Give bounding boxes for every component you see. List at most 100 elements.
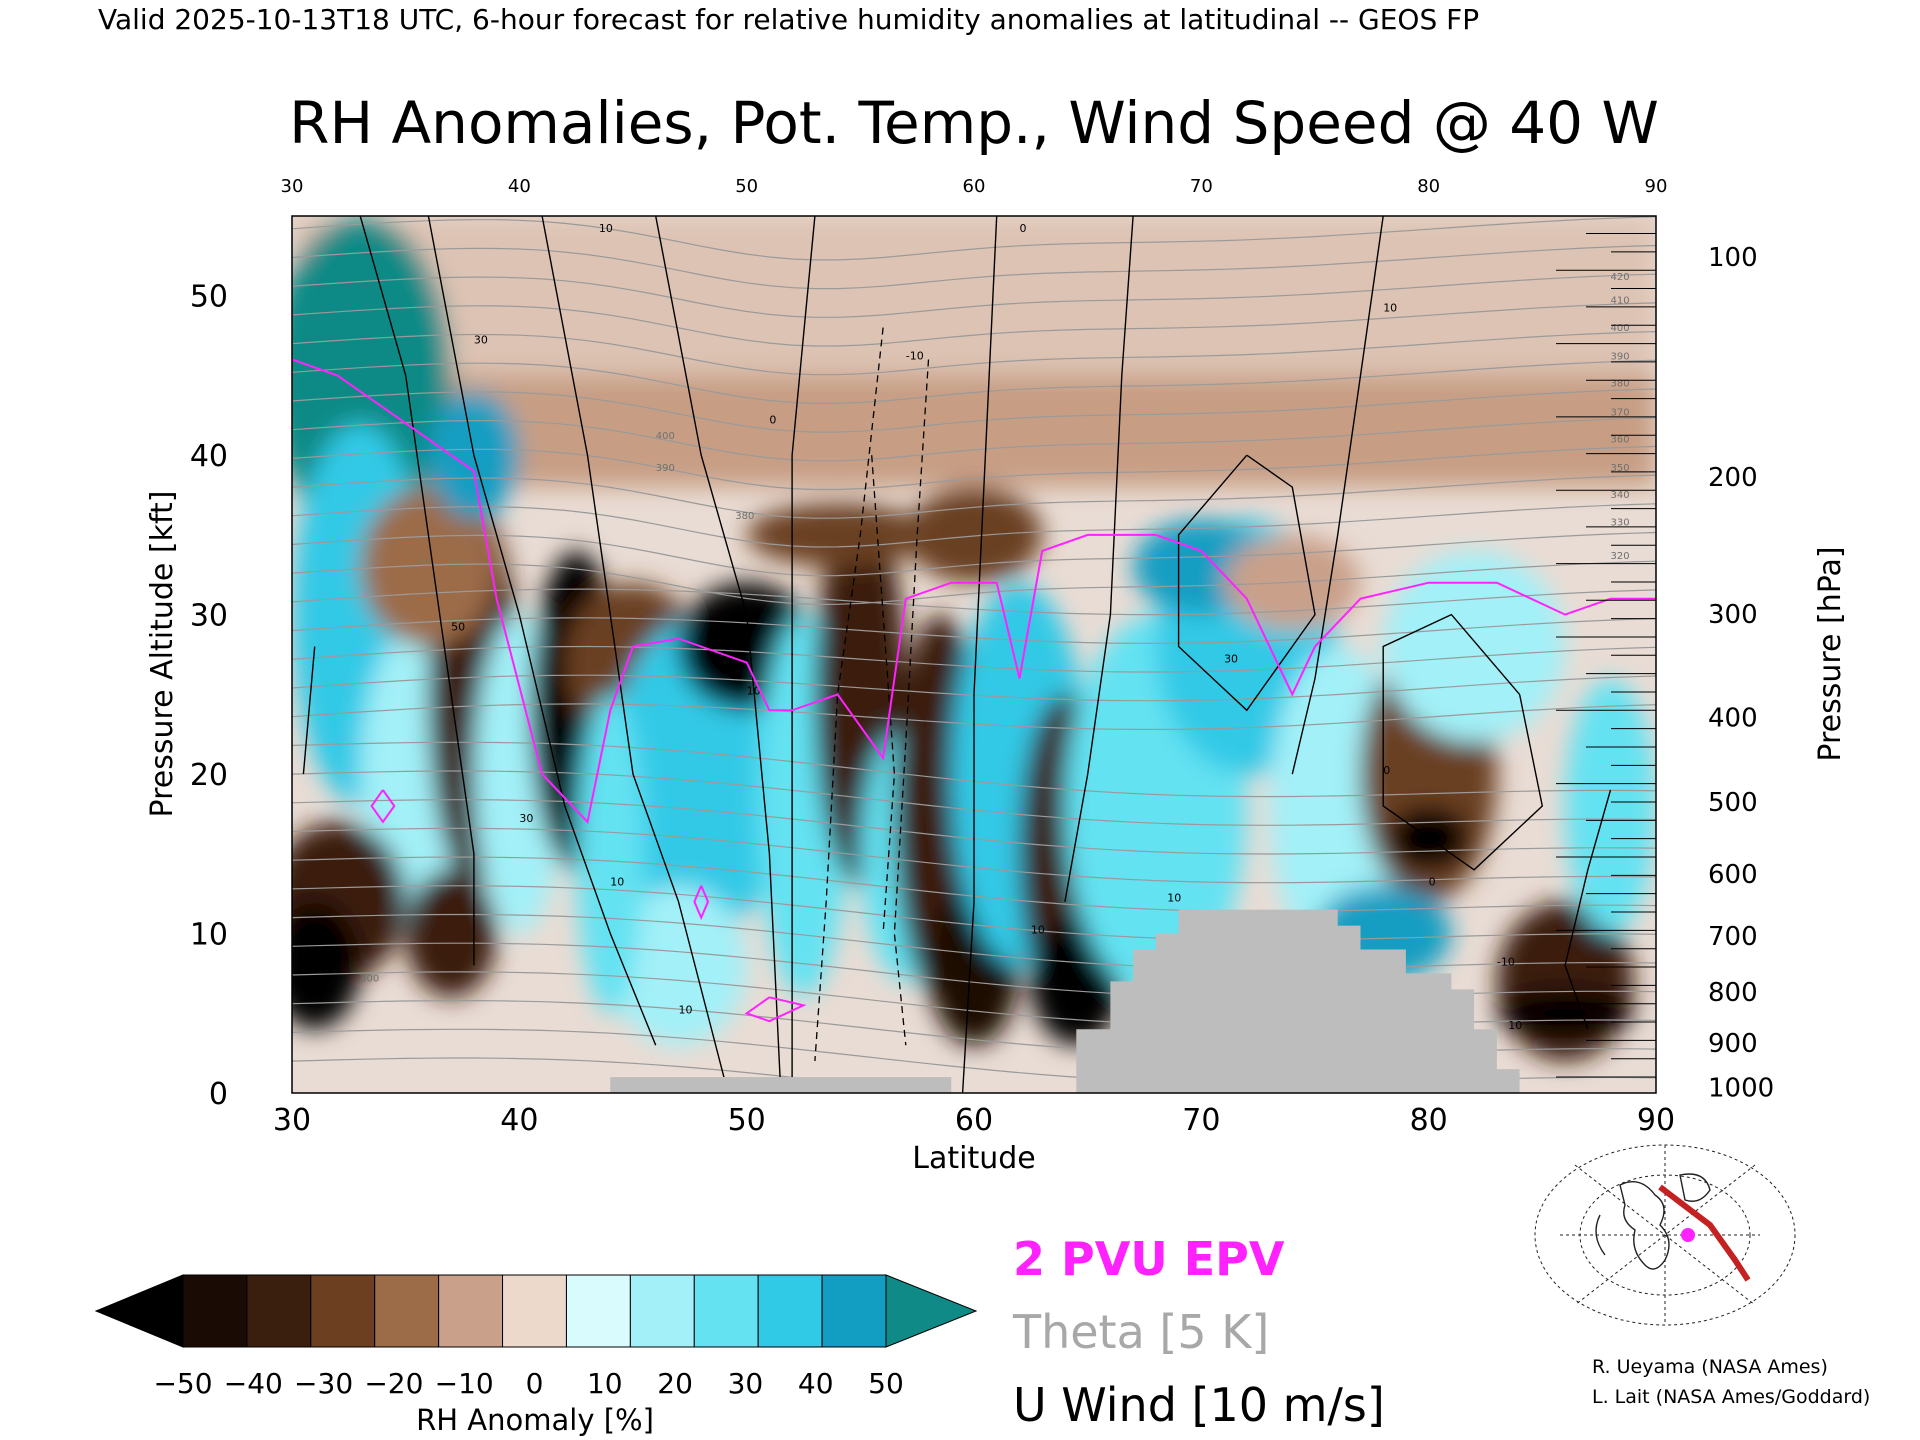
colorbar-segment [374,1274,440,1348]
theta-label: 390 [656,463,675,474]
plot-frame [291,215,1657,1094]
rh-cell [746,503,929,567]
legend: 2 PVU EPV Theta [5 K] U Wind [10 m/s] [1012,1232,1385,1432]
wind-contour-negative [893,359,930,1046]
wind-label: 0 [769,413,776,426]
wind-label: 30 [474,334,488,347]
rh-cell [1496,989,1634,1038]
x-tick-label: 30 [273,1103,311,1138]
theta-contour [292,1057,940,1093]
colorbar-tick-label: 30 [728,1367,764,1400]
top-tick-label: 60 [963,176,986,197]
pressure-tick-label: 300 [1708,600,1758,630]
colorbar-tick-label: 50 [868,1367,904,1400]
cross-section-track [1658,1184,1751,1282]
colorbar-tick-label: −30 [294,1367,353,1400]
x-tick-label: 60 [955,1103,993,1138]
valid-time-header: Valid 2025-10-13T18 UTC, 6-hour forecast… [98,3,1479,36]
pressure-tick-label: 100 [1708,243,1758,273]
pressure-tick-label: 600 [1708,860,1758,890]
y-axis-label-right: Pressure [hPa] [1813,546,1848,761]
colorbar-tick-label: −40 [224,1367,283,1400]
pressure-tick-label: 700 [1708,922,1758,952]
x-tick-label: 80 [1410,1103,1448,1138]
wind-label: 0 [1429,876,1436,889]
top-tick-label: 90 [1645,176,1668,197]
y-axis-tick-labels: 0 10 20 30 40 50 [190,280,228,1112]
theta-label: 320 [1611,551,1630,562]
colorbar-tick-label: 40 [798,1367,834,1400]
theta-label: 410 [1611,296,1630,307]
theta-label: 360 [1611,434,1630,445]
theta-contour [292,302,1656,347]
top-tick-label: 80 [1417,176,1440,197]
theta-contour [292,588,1656,616]
epv-contour [292,358,1656,824]
top-tick-label: 50 [735,176,758,197]
theta-contour [292,474,1656,519]
y-tick-label: 40 [190,439,228,474]
theta-label: 380 [1611,379,1630,390]
y-tick-label: 30 [190,599,228,634]
colorbar-segment [438,1274,504,1348]
colorbar-segment [757,1274,823,1348]
rh-anomaly-field [292,216,1656,1062]
pressure-axis-tick-labels: 100 200 300 400 500 600 700 800 900 1000 [1708,243,1774,1104]
theta-contour [292,913,1656,970]
theta-contour [292,503,1656,548]
colorbar-tick-label: 0 [526,1367,544,1400]
colorbar-tick-label: −20 [364,1367,423,1400]
colorbar-tick-label: 20 [657,1367,693,1400]
wind-label: 10 [747,684,761,697]
colorbar-tick-label: 10 [587,1367,623,1400]
wind-label: 10 [1031,924,1045,937]
colorbar-segment [565,1274,631,1348]
rh-cell [292,901,361,1030]
wind-label: 10 [1383,302,1397,315]
credit-line-1: R. Ueyama (NASA Ames) [1592,1356,1828,1378]
y-axis-label-left: Pressure Altitude [kft] [145,491,180,818]
legend-theta: Theta [5 K] [1012,1305,1269,1359]
theta-contour [292,216,1656,261]
legend-uwind: U Wind [10 m/s] [1013,1378,1385,1432]
rh-colorbar: −50 −40 −30 −20 −10 0 10 20 30 40 50 [94,1274,978,1400]
x-tick-label: 50 [728,1103,766,1138]
theta-label: 400 [1611,323,1630,334]
wind-contour-negative [814,327,884,1062]
credit-line-2: L. Lait (NASA Ames/Goddard) [1592,1386,1870,1408]
colorbar-tick-label: −10 [435,1367,494,1400]
colorbar-high-arrow [885,1274,978,1348]
rh-cell [1565,678,1656,934]
colorbar-segment [310,1274,376,1348]
u-wind-contours: 10 30 50 30 10 0 10 -10 0 30 10 0 0 -10 10 10 10 10 [302,216,1612,1093]
pressure-tick-label: 1000 [1708,1074,1774,1104]
colorbar-label: RH Anomaly [%] [416,1403,654,1437]
wind-label: 10 [599,222,613,235]
wind-contour [1064,216,1134,902]
theta-contour [292,417,1656,462]
wind-contour [359,216,475,966]
rh-cell [576,694,645,1014]
wind-contour-negative [871,455,896,934]
locator-map [1534,1144,1796,1326]
theta-contour [292,388,1656,433]
colorbar-low-arrow [94,1274,184,1348]
epv-contour-island [693,885,710,921]
theta-label: 300 [360,973,379,984]
x-axis-tick-labels: 30 40 50 60 70 80 90 [273,1103,1675,1138]
top-tick-label: 30 [281,176,304,197]
theta-label: 330 [1611,517,1630,528]
rh-cell [360,487,497,647]
chart-title: RH Anomalies, Pot. Temp., Wind Speed @ 4… [289,89,1659,157]
wind-label: 10 [1508,1019,1522,1032]
wind-label: -10 [906,350,924,363]
legend-epv: 2 PVU EPV [1013,1232,1285,1286]
wind-contour [541,216,725,1078]
theta-contour [292,560,1656,606]
wind-contour [302,646,316,775]
location-dot [1681,1228,1695,1242]
wind-label: 0 [1019,222,1026,235]
theta-contour [292,885,1656,941]
terrain-block [1076,909,1520,1093]
